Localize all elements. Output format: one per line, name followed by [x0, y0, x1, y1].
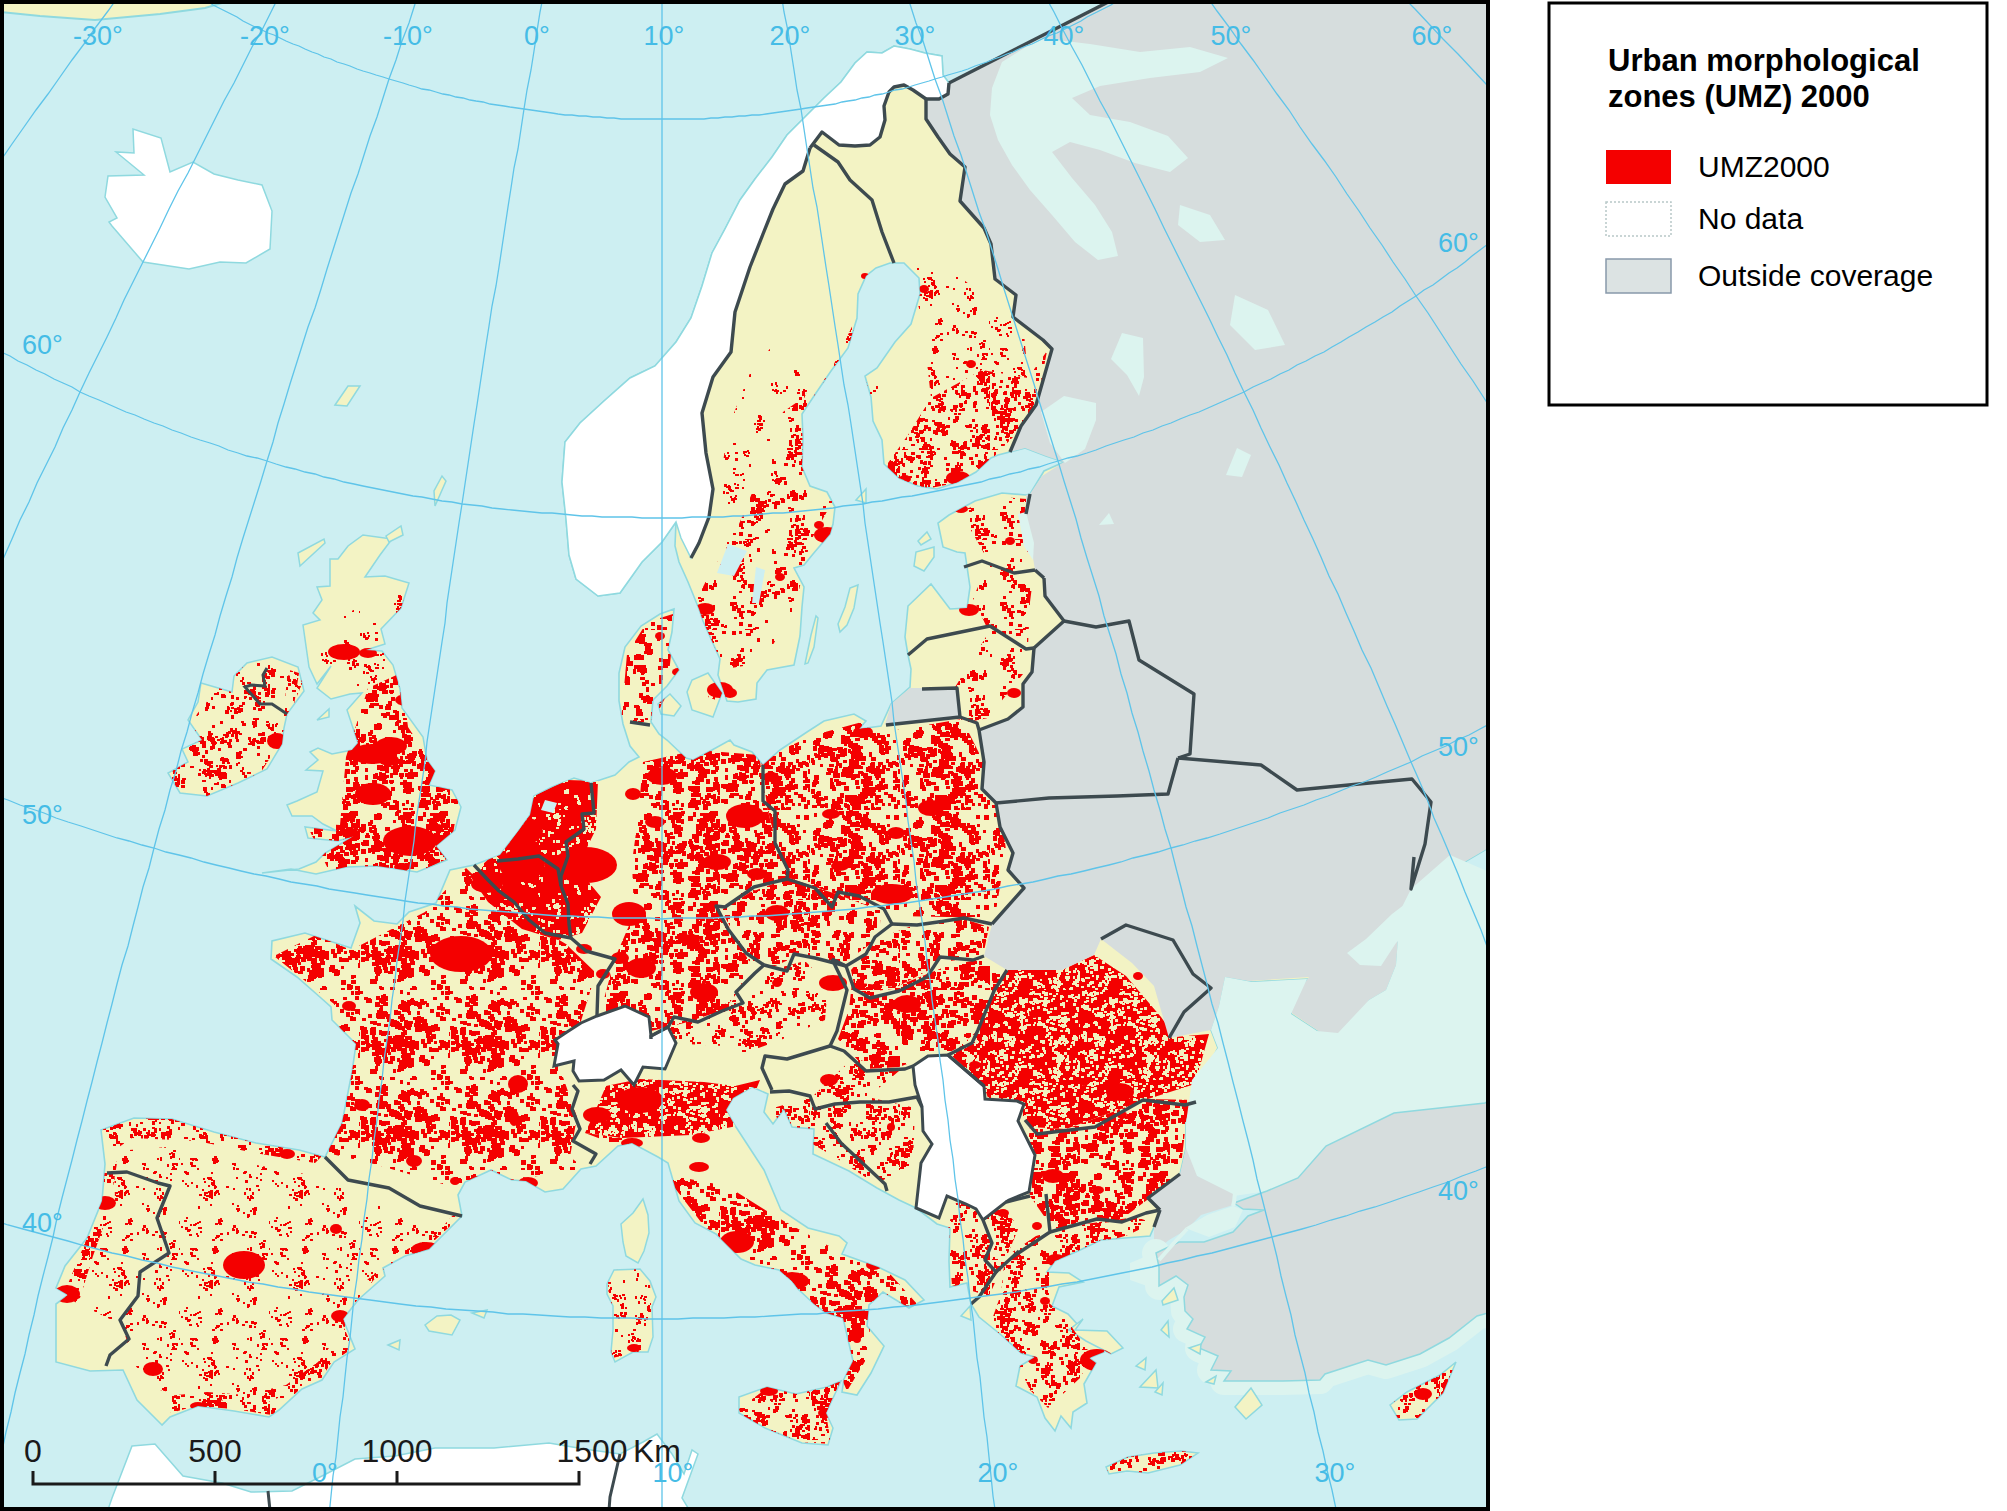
svg-text:0°: 0°: [524, 21, 550, 51]
svg-text:-30°: -30°: [73, 21, 123, 51]
svg-text:50°: 50°: [1211, 21, 1252, 51]
svg-text:Urban morphological: Urban morphological: [1608, 43, 1920, 78]
svg-text:UMZ2000: UMZ2000: [1698, 150, 1830, 183]
svg-text:40°: 40°: [1438, 1176, 1479, 1206]
svg-text:50°: 50°: [1438, 732, 1479, 762]
svg-text:30°: 30°: [895, 21, 936, 51]
svg-text:10°: 10°: [644, 21, 685, 51]
svg-text:zones (UMZ) 2000: zones (UMZ) 2000: [1608, 79, 1870, 114]
svg-text:Km: Km: [633, 1433, 681, 1469]
svg-text:60°: 60°: [1438, 228, 1479, 258]
svg-text:30°: 30°: [1315, 1458, 1356, 1488]
svg-text:40°: 40°: [22, 1208, 63, 1238]
svg-text:20°: 20°: [978, 1458, 1019, 1488]
svg-text:500: 500: [188, 1433, 241, 1469]
svg-text:1000: 1000: [361, 1433, 432, 1469]
svg-text:-20°: -20°: [240, 21, 290, 51]
svg-text:40°: 40°: [1044, 21, 1085, 51]
svg-text:50°: 50°: [22, 800, 63, 830]
svg-text:No data: No data: [1698, 202, 1803, 235]
svg-text:60°: 60°: [22, 330, 63, 360]
svg-text:Outside coverage: Outside coverage: [1698, 259, 1933, 292]
svg-text:1500: 1500: [556, 1433, 627, 1469]
svg-text:0: 0: [24, 1433, 42, 1469]
svg-text:-10°: -10°: [383, 21, 433, 51]
svg-text:20°: 20°: [770, 21, 811, 51]
svg-text:60°: 60°: [1412, 21, 1453, 51]
